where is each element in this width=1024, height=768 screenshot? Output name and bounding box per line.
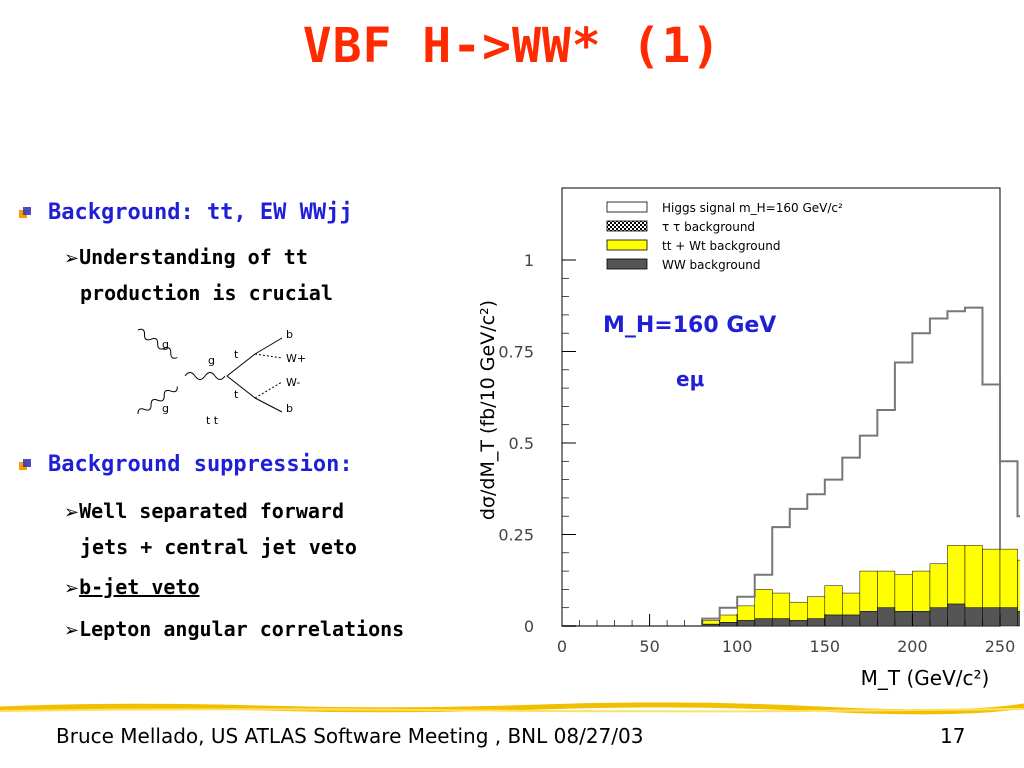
y-tick-label: 0.75 [498, 343, 534, 362]
y-tick-label: 0.5 [509, 434, 534, 453]
legend-swatch [606, 258, 648, 270]
annotation-mass-text: M_H=160 GeV [603, 313, 776, 338]
ttbar-bin [929, 563, 948, 608]
ww-bin [947, 603, 966, 627]
ttbar-bin [842, 592, 861, 616]
sub-bullet-line: jets + central jet veto [80, 535, 357, 559]
sub-bullet-jets: ➢Well separated forward jets + central j… [64, 494, 357, 564]
x-tick-label: 0 [557, 637, 567, 656]
feynman-label: W- [286, 376, 300, 389]
ww-bin [842, 614, 861, 627]
arrow-bullet-icon: ➢ [64, 620, 80, 641]
x-tick-label: 100 [722, 637, 753, 656]
slide-title: VBF H->WW* (1) [302, 18, 722, 74]
x-tick-label: 150 [810, 637, 841, 656]
ww-bin [719, 622, 738, 627]
ww-bin [807, 618, 826, 627]
feynman-label: g [162, 338, 169, 351]
footer-divider [0, 702, 1024, 715]
ttbar-bin [789, 601, 808, 621]
ww-bin [736, 620, 755, 627]
feynman-label: t [234, 348, 239, 361]
ttbar-bin [964, 545, 983, 608]
bullet-background: Background: tt, EW WWjj [48, 200, 353, 225]
plot-frame [561, 187, 1001, 627]
ttbar-bin [1017, 559, 1020, 612]
x-tick-label: 250 [985, 637, 1016, 656]
page-number: 17 [940, 724, 966, 748]
feynman-label: b [286, 402, 293, 415]
ttbar-bin [807, 596, 826, 619]
feynman-label: b [286, 328, 293, 341]
x-tick-label: 200 [897, 637, 928, 656]
legend-label: WW background [662, 258, 761, 272]
x-tick-label: 50 [639, 637, 659, 656]
feynman-label: t [234, 388, 239, 401]
feynman-label: g [162, 402, 169, 415]
sub-bullet-line: Lepton angular correlations [79, 617, 405, 641]
sub-bullet-line: Understanding of tt [79, 245, 308, 269]
ww-bin [999, 607, 1018, 627]
ttbar-bin [999, 548, 1018, 608]
legend-label: tt + Wt background [662, 239, 780, 253]
legend-swatch [606, 239, 648, 251]
ttbar-bin [754, 589, 773, 619]
chart-legend: Higgs signal m_H=160 GeV/c² τ τ backgrou… [606, 201, 843, 272]
ttbar-bin [877, 570, 896, 608]
arrow-bullet-icon: ➢ [64, 248, 80, 269]
ttbar-bin [719, 614, 738, 623]
ww-bin [1017, 611, 1020, 627]
ww-bin [824, 614, 843, 627]
sub-bullet-ttbar: ➢Understanding of tt production is cruci… [64, 240, 333, 310]
sub-bullet-line: production is crucial [80, 281, 333, 305]
sub-bullet-line: b-jet veto [79, 575, 200, 599]
ttbar-bin [982, 548, 1001, 608]
bullet-cube-icon [19, 459, 31, 470]
arrow-bullet-icon: ➢ [64, 502, 80, 523]
ww-bin [964, 607, 983, 627]
ww-bin [912, 611, 931, 627]
ttbar-bin [824, 585, 843, 616]
feynman-label: t t [206, 414, 219, 427]
y-tick-label: 1 [524, 251, 534, 270]
annotation-channel: eμ [676, 367, 705, 391]
legend-swatch [606, 220, 648, 232]
sub-bullet-bjet: ➢b-jet veto [64, 570, 200, 606]
ttbar-bin [894, 574, 913, 612]
y-tick-label: 0 [524, 617, 534, 636]
feynman-diagram: g g g t t b W+ W- b t t [137, 328, 306, 427]
sub-bullet-lepton: ➢Lepton angular correlations [64, 612, 404, 648]
bullet-cube-icon [19, 207, 31, 218]
x-axis-label: M_T (GeV/c²) [861, 666, 990, 690]
ww-bin [894, 611, 913, 627]
ww-bin [754, 618, 773, 627]
bullet-background-suppression: Background suppression: [48, 452, 353, 477]
feynman-label: W+ [286, 352, 306, 365]
ttbar-bin [912, 570, 931, 612]
ww-bin [982, 607, 1001, 627]
signal-histogram [562, 306, 1020, 627]
arrow-bullet-icon: ➢ [64, 578, 80, 599]
footer-text: Bruce Mellado, US ATLAS Software Meeting… [56, 724, 644, 748]
ttbar-bin [859, 570, 878, 612]
ww-bin [789, 620, 808, 627]
mt-histogram-chart: 0 0.25 0.5 0.75 1 0 50 100 150 200 250 dσ/dM_T (fb… [477, 187, 1020, 690]
legend-swatch [606, 201, 648, 213]
y-tick-label: 0.25 [498, 526, 534, 545]
ww-bin [771, 618, 791, 627]
legend-label: Higgs signal m_H=160 GeV/c² [662, 201, 843, 215]
ttbar-bin [701, 620, 720, 625]
ww-bin [877, 607, 896, 627]
ww-bin [859, 611, 878, 627]
ww-bin [929, 607, 948, 627]
legend-label: τ τ background [662, 220, 755, 234]
ttbar-bin [771, 592, 791, 619]
ttbar-bin [736, 605, 755, 621]
ttbar-bin [947, 545, 966, 605]
ww-bin [701, 623, 720, 627]
y-axis-label: dσ/dM_T (fb/10 GeV/c²) [477, 300, 499, 520]
sub-bullet-line: Well separated forward [79, 499, 344, 523]
feynman-label: g [208, 354, 215, 367]
annotation-mass: M_H=160 GeV [603, 313, 776, 338]
